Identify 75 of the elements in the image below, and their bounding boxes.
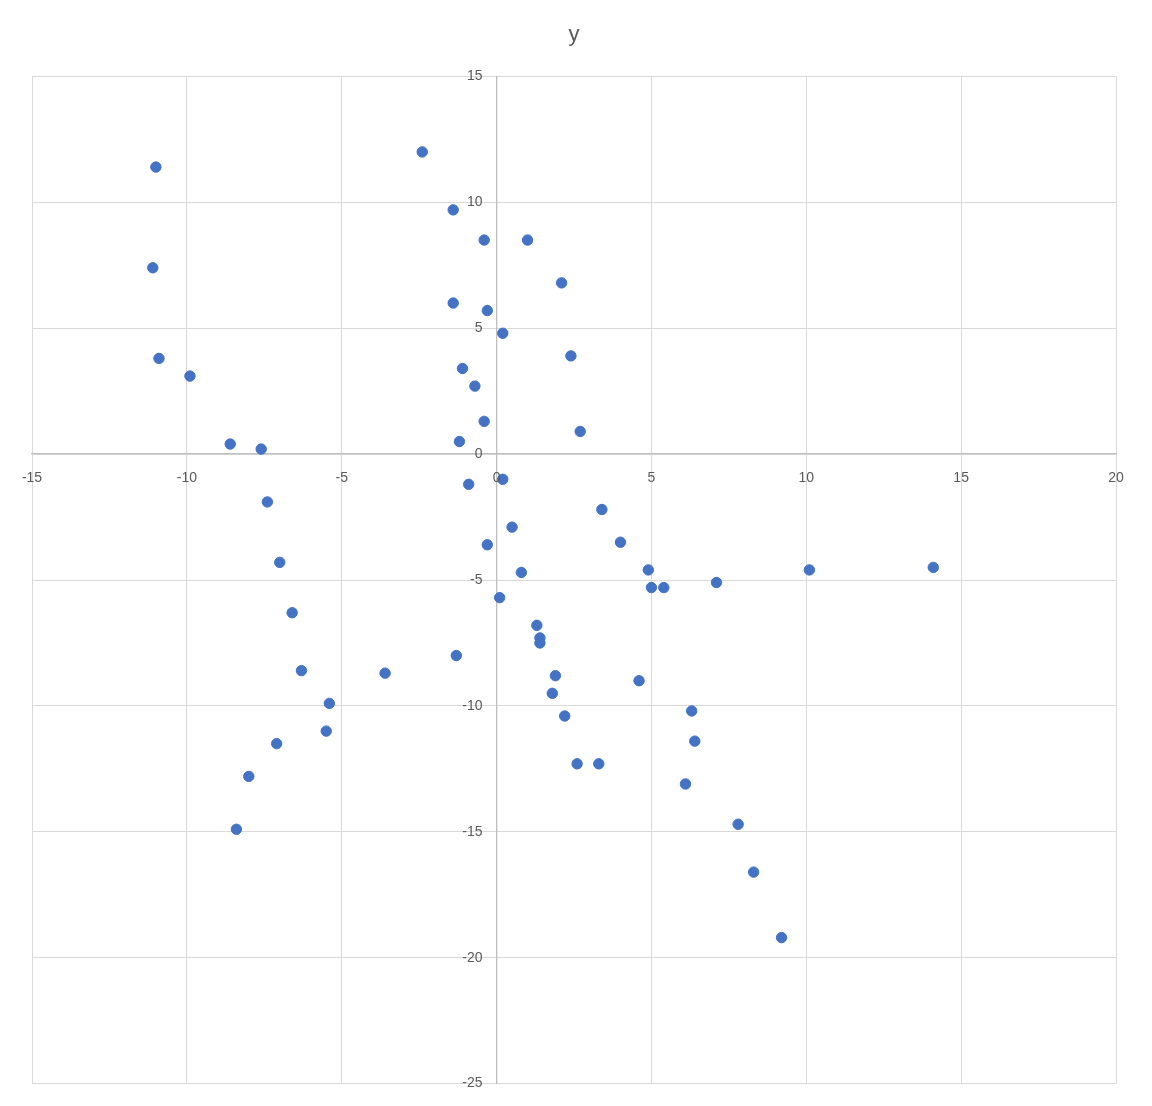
point: [633, 675, 645, 687]
y-tick-label: -20: [462, 948, 483, 965]
point: [478, 234, 490, 246]
point: [515, 566, 528, 579]
point: [685, 705, 698, 717]
point: [645, 581, 658, 594]
point: [689, 735, 701, 747]
y-tick-label: 0: [474, 444, 483, 461]
point: [596, 503, 608, 516]
point: [453, 435, 466, 448]
point: [565, 350, 577, 362]
point: [531, 619, 543, 632]
x-tick-label: 10: [798, 469, 815, 486]
x-tick-label: -10: [176, 469, 198, 486]
x-tick-label: 0: [492, 469, 501, 486]
point: [147, 262, 159, 274]
x-tick-label: 15: [953, 469, 970, 486]
x-tick-label: 20: [1108, 469, 1124, 486]
point: [593, 758, 605, 770]
point: [559, 710, 571, 722]
point: [497, 327, 509, 339]
point: [506, 521, 518, 533]
point: [803, 564, 816, 576]
x-tick-label: -15: [21, 469, 43, 486]
point: [230, 823, 243, 835]
point: [153, 352, 165, 365]
y-tick-label: -25: [462, 1074, 483, 1091]
point: [571, 758, 583, 770]
point: [555, 277, 568, 289]
point: [456, 362, 469, 375]
point: [261, 496, 274, 508]
point: [679, 778, 692, 790]
point: [255, 443, 267, 455]
point: [463, 478, 475, 491]
chart-title: y: [568, 21, 580, 47]
y-tick-label: -5: [470, 570, 483, 587]
point: [546, 687, 559, 700]
point: [447, 204, 459, 216]
point: [521, 234, 534, 246]
point: [416, 146, 428, 158]
y-tick-label: -10: [462, 696, 483, 713]
point: [481, 304, 493, 317]
point: [323, 697, 336, 710]
point: [710, 576, 723, 589]
point: [658, 581, 670, 594]
y-tick-label: -15: [462, 822, 483, 839]
point: [286, 607, 298, 619]
y-tick-label: 5: [474, 319, 483, 336]
point: [274, 556, 286, 569]
point: [450, 649, 463, 662]
point: [469, 380, 481, 392]
point: [478, 415, 490, 428]
x-tick-label: 5: [647, 469, 656, 486]
x-tick-label: -5: [335, 469, 349, 486]
point: [481, 539, 493, 551]
point: [150, 161, 162, 173]
point: [747, 866, 760, 878]
point: [270, 737, 283, 750]
point: [614, 536, 627, 548]
point: [927, 561, 939, 574]
point: [642, 564, 655, 576]
y-tick-label: 15: [466, 67, 483, 84]
point: [574, 425, 586, 438]
point: [243, 770, 255, 783]
y-tick-label: 10: [466, 193, 483, 210]
point: [732, 818, 744, 830]
point: [549, 669, 562, 682]
point: [775, 931, 788, 944]
point: [493, 591, 506, 604]
point: [224, 438, 236, 450]
point: [295, 664, 308, 677]
point: [379, 667, 391, 679]
point: [184, 370, 196, 382]
point: [447, 297, 459, 309]
point: [320, 725, 332, 737]
